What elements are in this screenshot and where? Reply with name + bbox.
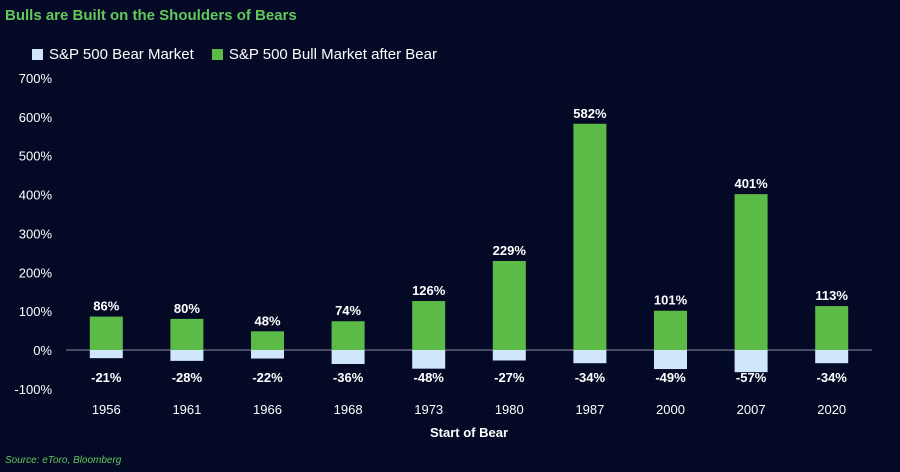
bull-bar (89, 316, 123, 350)
y-tick-label: 300% (19, 226, 53, 241)
y-tick-label: 0% (33, 343, 52, 358)
bull-data-label: 113% (815, 288, 848, 303)
bear-bar (573, 350, 607, 364)
x-tick-label: 1966 (253, 402, 282, 417)
bull-bar (251, 331, 284, 350)
legend-label-bear: S&P 500 Bear Market (49, 46, 194, 63)
bull-data-label: 229% (493, 243, 527, 258)
x-tick-label: 1987 (575, 402, 604, 417)
legend-swatch-bear (32, 49, 43, 60)
y-tick-label: 200% (19, 265, 53, 280)
bull-bar (654, 310, 687, 350)
x-tick-label: 1956 (92, 402, 121, 417)
legend-swatch-bull (211, 49, 223, 60)
bear-bar (89, 350, 123, 359)
bull-data-label: 126% (412, 283, 446, 298)
legend-label-bull: S&P 500 Bull Market after Bear (228, 46, 437, 63)
bear-bar (492, 350, 526, 361)
bull-data-label: 80% (174, 301, 200, 316)
bear-data-label: -22% (252, 370, 283, 385)
bull-data-label: 401% (734, 176, 768, 191)
bull-bar (573, 123, 607, 350)
bull-data-label: 101% (654, 293, 688, 308)
x-tick-label: 1968 (334, 402, 363, 417)
bear-bar (815, 350, 849, 364)
legend-item-bear: S&P 500 Bear Market (32, 46, 194, 63)
bear-data-label: -34% (575, 370, 606, 385)
bull-data-label: 48% (254, 313, 280, 328)
x-tick-label: 1973 (414, 402, 443, 417)
x-tick-label: 2007 (737, 402, 766, 417)
y-tick-label: 400% (19, 188, 53, 203)
bull-data-label: 86% (93, 299, 119, 314)
x-tick-label: 1980 (495, 402, 524, 417)
y-tick-label: 700% (19, 71, 53, 86)
bear-data-label: -48% (414, 370, 445, 385)
y-tick-label: 600% (19, 110, 53, 125)
bull-data-label: 74% (335, 303, 361, 318)
legend: S&P 500 Bear Market S&P 500 Bull Market … (32, 46, 455, 63)
bear-bar (251, 350, 284, 359)
bear-bar (331, 350, 365, 364)
bear-data-label: -34% (817, 370, 848, 385)
bear-bar (170, 350, 204, 361)
bear-data-label: -57% (736, 370, 767, 385)
bear-data-label: -21% (91, 370, 122, 385)
x-axis-title: Start of Bear (430, 425, 508, 440)
bear-bar (654, 350, 687, 370)
bull-bar (331, 321, 365, 350)
x-tick-label: 1961 (172, 402, 201, 417)
bull-bar (170, 318, 204, 350)
bull-bar (492, 260, 526, 350)
y-tick-label: -100% (14, 382, 52, 397)
bear-bar (412, 350, 446, 369)
bull-bar (734, 194, 768, 350)
x-tick-label: 2020 (817, 402, 846, 417)
bull-bar (412, 301, 446, 350)
bull-data-label: 582% (573, 106, 607, 121)
x-tick-label: 2000 (656, 402, 685, 417)
bear-data-label: -27% (494, 370, 525, 385)
bear-data-label: -28% (172, 370, 203, 385)
bear-bar (734, 350, 768, 373)
source-note: Source: eToro, Bloomberg (5, 455, 122, 466)
bear-data-label: -36% (333, 370, 364, 385)
bull-bar (815, 306, 849, 350)
legend-item-bull: S&P 500 Bull Market after Bear (211, 46, 437, 63)
bear-data-label: -49% (655, 370, 686, 385)
y-tick-label: 100% (19, 304, 53, 319)
chart-title: Bulls are Built on the Shoulders of Bear… (5, 7, 297, 24)
y-tick-label: 500% (19, 149, 53, 164)
